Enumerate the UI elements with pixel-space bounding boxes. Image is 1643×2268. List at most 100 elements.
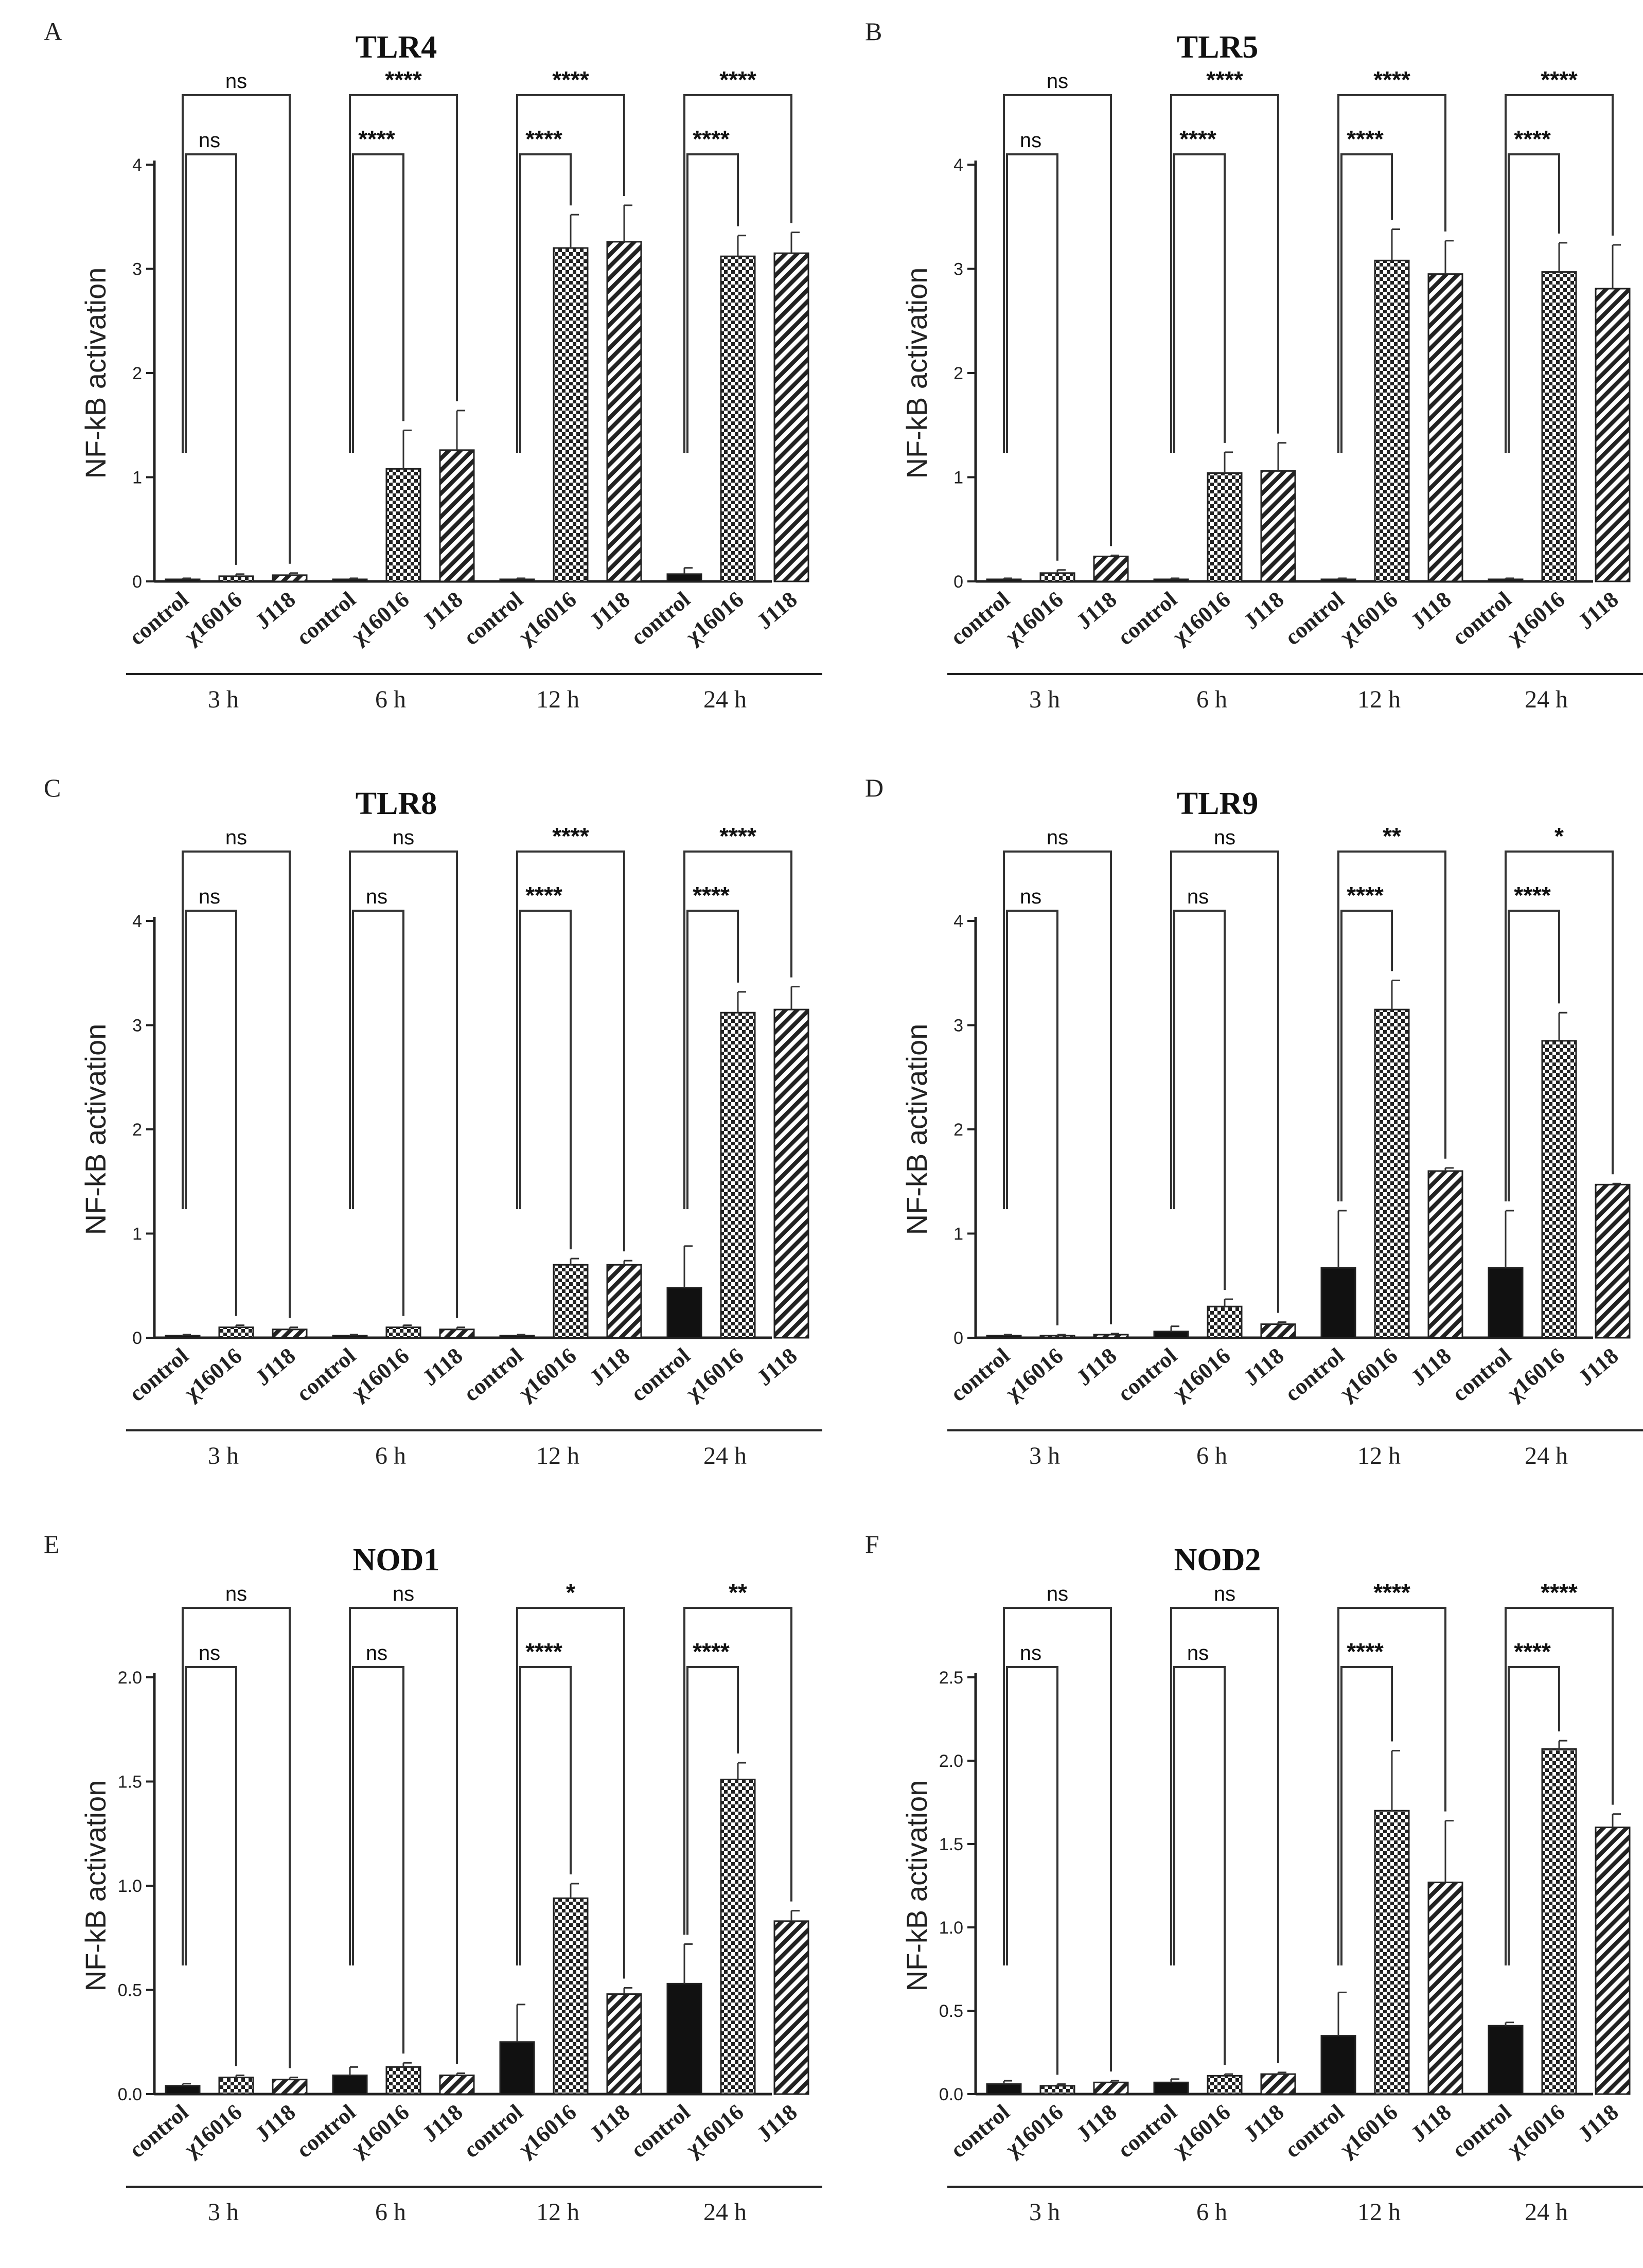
x-category-label: J118 [250,2099,300,2147]
x-category-label: control [626,2099,695,2163]
y-axis-label: NF-kB activation [79,268,112,479]
bar-j118-3 [606,1264,642,1339]
bar-j118-4 [773,1920,809,2095]
bar-control-1 [986,1335,1022,1339]
x-category-label: χ16016 [1000,587,1068,649]
significance-bracket-short [352,910,404,1316]
x-category-label: J118 [1071,587,1121,634]
significance-bracket-long [1505,1607,1614,1965]
bar-chi16016-4 [720,1778,756,2095]
significance-bracket-short [1508,910,1560,1201]
panel-label: F [865,1530,879,1558]
significance-label: ns [225,70,247,93]
bar-chi16016-1 [218,2077,254,2095]
x-category-label: control [1113,587,1182,650]
significance-label: ns [199,885,220,908]
significance-bracket-long [1170,850,1279,1313]
significance-label: **** [525,1638,562,1665]
x-category-label: control [1447,1343,1516,1406]
panel-e: E NOD1 0.0 0.5 1.0 1.5 2.0 NF-kB activation cont… [44,1530,822,2226]
significance-label: ns [1187,885,1209,908]
bar-control-3 [499,578,535,582]
significance-bracket-long [516,1607,625,1979]
significance-bracket-short [686,910,739,1209]
y-tick-label: 1 [132,468,142,488]
x-category-label: J118 [1573,2099,1623,2147]
significance-label: ns [225,826,247,849]
panel-label: E [44,1530,60,1558]
bar-control-3 [1320,578,1356,582]
y-tick-label: 4 [953,912,963,931]
x-category-label: control [125,587,193,650]
bar-j118-4 [1595,1183,1631,1339]
bar-control-4 [666,1287,702,1339]
significance-bracket-long [349,850,458,1318]
significance-bracket-long [1170,1607,1279,2063]
bar-chi16016-1 [1039,572,1075,582]
chart-title: TLR4 [356,30,437,65]
x-category-label: control [1280,1343,1349,1406]
significance-bracket-long [1505,850,1614,1201]
significance-label: ns [199,129,220,152]
significance-label: * [1554,823,1564,849]
bar-j118-3 [1427,1170,1463,1339]
significance-bracket-long [349,1607,458,2064]
bar-control-3 [499,1335,535,1339]
y-tick-label: 0.0 [118,2085,142,2104]
bar-control-1 [986,2083,1022,2095]
bar-control-2 [332,2075,368,2095]
significance-label: **** [1541,1579,1578,1606]
x-category-label: control [459,2099,528,2163]
x-category-label: χ16016 [346,2099,414,2162]
significance-bracket-long [1337,1607,1446,1965]
significance-label: ns [1047,826,1068,849]
x-category-label: control [1447,587,1516,650]
bar-chi16016-3 [553,1264,589,1339]
significance-label: * [566,1579,575,1606]
bar-chi16016-3 [553,247,589,582]
significance-bracket-long [1337,850,1446,1201]
significance-bracket-short [185,1666,237,2066]
significance-bracket-short [519,910,572,1250]
panel-label: B [865,17,882,46]
x-category-label: control [626,587,695,650]
x-category-label: χ16016 [1334,1343,1402,1406]
x-category-label: control [946,1343,1015,1406]
x-category-label: J118 [1071,1343,1121,1391]
x-category-label: J118 [1406,587,1456,634]
bar-chi16016-3 [1374,1008,1410,1339]
x-category-label: control [1280,2099,1349,2163]
x-category-label: control [459,1343,528,1406]
x-category-label: control [1113,1343,1182,1406]
significance-label: **** [1179,126,1216,152]
bar-j118-1 [272,1328,308,1339]
y-tick-label: 2.5 [939,1668,963,1688]
x-category-label: χ16016 [680,2099,748,2162]
significance-label: **** [552,66,589,93]
x-category-label: J118 [250,1343,300,1391]
significance-bracket-short [352,1666,404,2054]
x-category-label: control [946,2099,1015,2163]
significance-label: **** [1373,66,1410,93]
y-tick-label: 0.5 [118,1981,142,2000]
group-label: 24 h [1525,2199,1568,2226]
significance-label: ns [1047,70,1068,93]
significance-label: ns [366,885,387,908]
bar-chi16016-2 [385,2066,421,2095]
significance-bracket-long [683,94,792,453]
x-category-label: J118 [585,1343,634,1391]
significance-bracket-short [185,153,237,565]
y-axis-label: NF-kB activation [79,1024,112,1235]
x-category-label: χ16016 [1334,587,1402,649]
y-tick-label: 1.5 [939,1835,963,1854]
significance-label: ** [729,1579,747,1606]
group-label: 6 h [1196,1442,1227,1469]
y-tick-label: 2 [132,1120,142,1140]
group-label: 6 h [375,1442,406,1469]
significance-bracket-short [1173,1666,1226,2065]
x-category-label: J118 [1573,1343,1623,1391]
bar-j118-2 [1260,2073,1296,2095]
significance-label: ns [1020,885,1041,908]
group-label: 3 h [1029,1442,1060,1469]
